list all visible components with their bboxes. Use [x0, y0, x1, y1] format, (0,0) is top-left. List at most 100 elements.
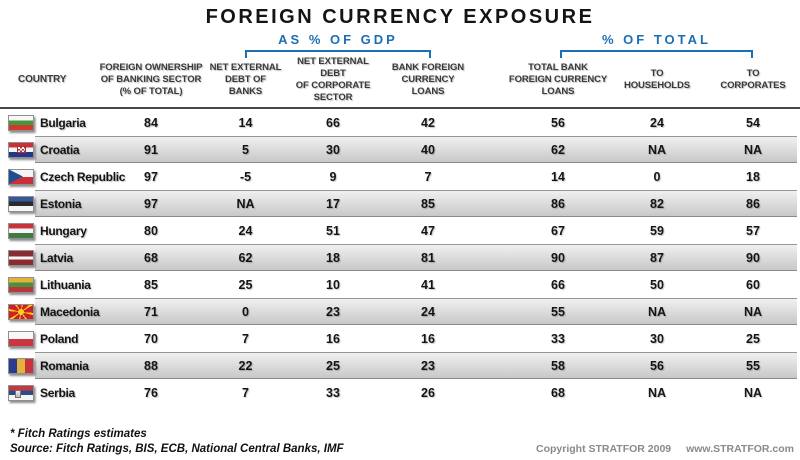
value-to-corporates: 55 [746, 358, 760, 373]
value-total-bank-fc-loans: 58 [551, 358, 565, 373]
value-net-external-debt-corporate: 10 [326, 277, 340, 292]
country-flag-icon [8, 195, 34, 212]
column-headers: COUNTRY FOREIGN OWNERSHIP OF BANKING SEC… [0, 53, 800, 107]
value-foreign-ownership: 80 [144, 223, 158, 238]
country-cell: Latvia [0, 249, 98, 266]
value-to-households: NA [647, 142, 667, 157]
value-to-households: 87 [650, 250, 664, 265]
value-total-bank-fc-loans: 86 [551, 196, 565, 211]
country-name: Czech Republic [40, 169, 126, 184]
value-bank-fc-loans: 81 [421, 250, 435, 265]
page-title: FOREIGN CURRENCY EXPOSURE [205, 6, 595, 28]
value-to-corporates: 57 [746, 223, 760, 238]
value-net-external-debt-banks: 5 [242, 142, 249, 157]
country-name: Estonia [40, 196, 82, 211]
copyright-text: Copyright STRATFOR 2009 [536, 443, 672, 455]
value-foreign-ownership: 84 [144, 115, 158, 130]
header-separator-line [0, 107, 800, 109]
gdp-bracket [245, 50, 431, 58]
value-net-external-debt-banks: 22 [238, 358, 253, 373]
country-name: Latvia [40, 250, 73, 265]
value-net-external-debt-corporate: 66 [326, 115, 340, 130]
value-bank-fc-loans: 7 [424, 169, 432, 184]
value-net-external-debt-banks: 62 [238, 250, 253, 265]
value-bank-fc-loans: 85 [421, 196, 435, 211]
website-text: www.STRATFOR.com [686, 443, 794, 455]
country-name: Croatia [40, 142, 80, 157]
table-row: Hungary 80 24 51 47 67 59 57 [0, 217, 800, 244]
copyright-line: Copyright STRATFOR 2009 www.STRATFOR.com [536, 443, 794, 455]
value-net-external-debt-banks: 24 [238, 223, 253, 238]
value-net-external-debt-corporate: 51 [326, 223, 340, 238]
value-bank-fc-loans: 24 [421, 304, 435, 319]
table-row: Romania 88 22 25 23 58 56 55 [0, 352, 800, 379]
value-total-bank-fc-loans: 33 [551, 331, 565, 346]
country-flag-icon [8, 222, 34, 239]
country-cell: Hungary [0, 222, 98, 239]
value-bank-fc-loans: 26 [421, 385, 435, 400]
value-foreign-ownership: 76 [144, 385, 158, 400]
column-header-foreign-ownership: FOREIGN OWNERSHIP OF BANKING SECTOR (% O… [99, 61, 203, 98]
value-net-external-debt-corporate: 30 [326, 142, 340, 157]
value-to-households: 50 [650, 277, 664, 292]
value-foreign-ownership: 70 [144, 331, 158, 346]
group-label-total: % OF TOTAL [602, 32, 711, 47]
table-row: Poland 70 7 16 16 33 30 25 [0, 325, 800, 352]
value-foreign-ownership: 97 [144, 196, 158, 211]
country-name: Poland [40, 331, 79, 346]
country-cell: Poland [0, 330, 98, 347]
value-net-external-debt-banks: 0 [242, 304, 249, 319]
value-net-external-debt-corporate: 23 [326, 304, 340, 319]
country-name: Romania [40, 358, 89, 373]
footnote-source: Source: Fitch Ratings, BIS, ECB, Nationa… [10, 442, 344, 455]
country-name: Serbia [40, 385, 75, 400]
value-foreign-ownership: 88 [144, 358, 158, 373]
value-foreign-ownership: 85 [144, 277, 158, 292]
value-bank-fc-loans: 41 [421, 277, 435, 292]
value-to-corporates: 18 [746, 169, 760, 184]
value-total-bank-fc-loans: 66 [551, 277, 565, 292]
value-net-external-debt-banks: 7 [242, 331, 249, 346]
country-name: Lithuania [40, 277, 91, 292]
group-header-pct-of-total: % OF TOTAL [560, 32, 753, 58]
value-to-corporates: NA [743, 385, 763, 400]
value-to-corporates: NA [743, 142, 763, 157]
country-flag-icon [8, 249, 34, 266]
table-row: Lithuania 85 25 10 41 66 50 60 [0, 271, 800, 298]
country-name: Bulgaria [40, 115, 86, 130]
value-total-bank-fc-loans: 62 [551, 142, 565, 157]
value-to-households: 82 [650, 196, 664, 211]
value-to-households: NA [647, 385, 667, 400]
value-bank-fc-loans: 40 [421, 142, 435, 157]
value-net-external-debt-corporate: 9 [329, 169, 337, 184]
country-flag-icon [8, 384, 34, 401]
table-row: Estonia 97 NA 17 85 86 82 86 [0, 190, 800, 217]
value-to-households: 30 [650, 331, 664, 346]
value-to-corporates: 25 [746, 331, 760, 346]
value-to-households: 59 [650, 223, 664, 238]
value-total-bank-fc-loans: 56 [551, 115, 565, 130]
value-net-external-debt-corporate: 16 [326, 331, 340, 346]
column-header-to-corporates: TO CORPORATES [720, 67, 786, 91]
value-to-corporates: 90 [746, 250, 760, 265]
value-total-bank-fc-loans: 90 [551, 250, 565, 265]
value-to-households: 56 [650, 358, 664, 373]
country-cell: Lithuania [0, 276, 98, 293]
country-cell: Bulgaria [0, 114, 98, 131]
flag-emblem-icon [15, 389, 21, 398]
country-name: Hungary [40, 223, 87, 238]
value-total-bank-fc-loans: 55 [551, 304, 565, 319]
table-row: Czech Republic 97 -5 9 7 14 0 18 [0, 163, 800, 190]
country-flag-icon [8, 330, 34, 347]
value-total-bank-fc-loans: 68 [551, 385, 565, 400]
value-net-external-debt-banks: 7 [242, 385, 249, 400]
value-to-households: 24 [650, 115, 664, 130]
column-header-to-households: TO HOUSEHOLDS [623, 67, 691, 91]
value-foreign-ownership: 91 [144, 142, 158, 157]
country-cell: Croatia [0, 141, 98, 158]
value-net-external-debt-corporate: 25 [326, 358, 340, 373]
flag-triangle [9, 169, 23, 184]
value-bank-fc-loans: 42 [421, 115, 435, 130]
country-flag-icon [8, 276, 34, 293]
